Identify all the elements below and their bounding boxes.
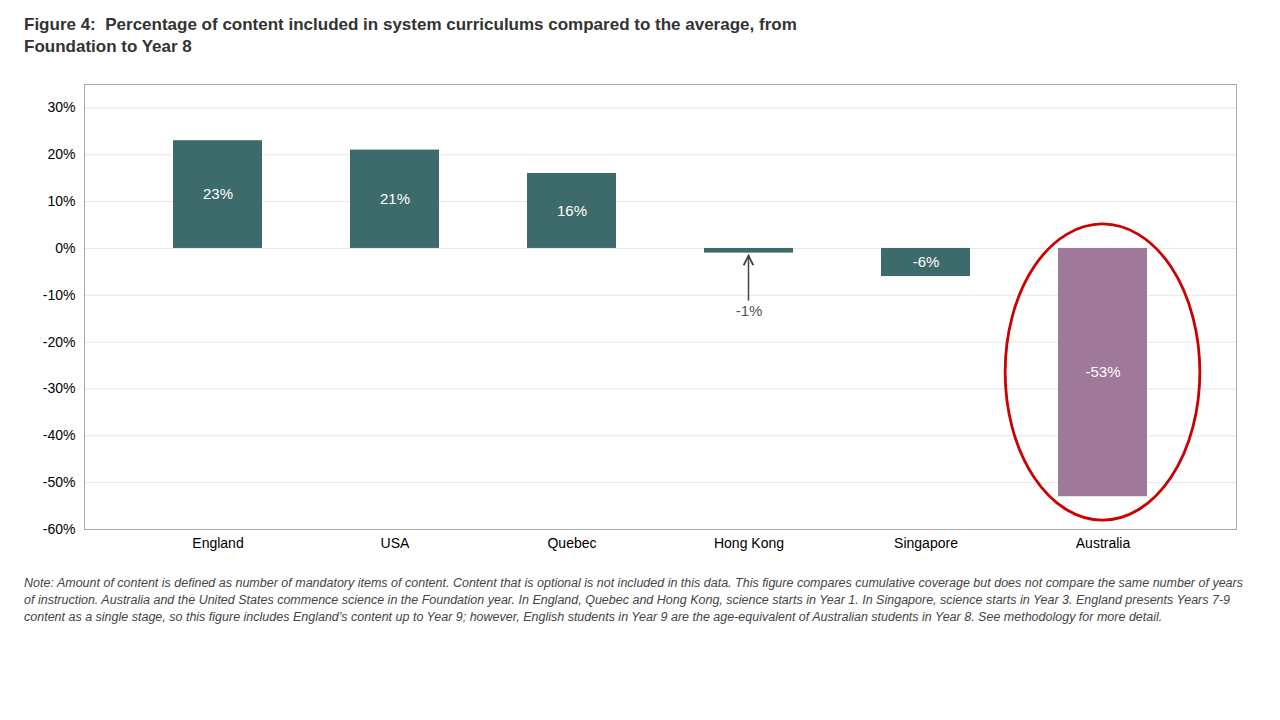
- svg-text:10%: 10%: [47, 193, 75, 209]
- svg-text:Australia: Australia: [1076, 536, 1131, 552]
- svg-text:Hong Kong: Hong Kong: [714, 536, 784, 552]
- svg-text:-1%: -1%: [736, 302, 763, 319]
- html-text:Figure 4: Percentage of conten: Figure 4: Percentage of content included…: [24, 15, 797, 57]
- svg-text:-30%: -30%: [43, 381, 76, 397]
- svg-text:Singapore: Singapore: [894, 536, 958, 552]
- svg-text:30%: 30%: [47, 100, 75, 116]
- svg-text:-20%: -20%: [43, 334, 76, 350]
- svg-text:23%: 23%: [203, 186, 233, 203]
- svg-text:-6%: -6%: [913, 253, 940, 270]
- svg-text:-10%: -10%: [43, 287, 76, 303]
- svg-text:England: England: [192, 536, 243, 552]
- html-text:Note: Amount of content is def: Note: Amount of content is defined as nu…: [24, 576, 1247, 624]
- svg-text:16%: 16%: [557, 202, 587, 219]
- svg-text:-40%: -40%: [43, 427, 76, 443]
- svg-text:-60%: -60%: [43, 521, 76, 537]
- svg-text:0%: 0%: [55, 240, 75, 256]
- svg-text:-50%: -50%: [43, 474, 76, 490]
- svg-text:20%: 20%: [47, 146, 75, 162]
- svg-text:21%: 21%: [380, 190, 410, 207]
- svg-text:USA: USA: [381, 536, 410, 552]
- svg-text:Quebec: Quebec: [547, 536, 596, 552]
- svg-text:-53%: -53%: [1085, 364, 1120, 381]
